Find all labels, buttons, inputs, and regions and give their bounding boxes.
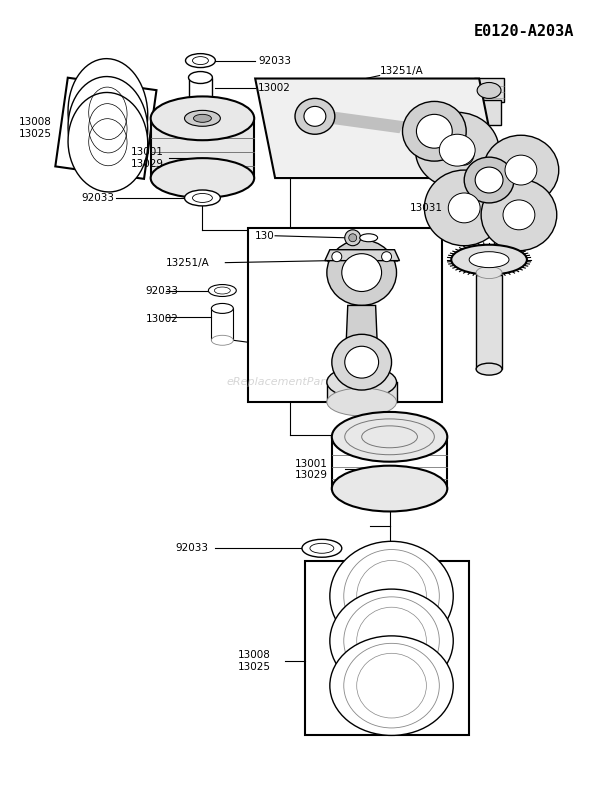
Ellipse shape xyxy=(476,363,502,375)
Text: E0120-A203A: E0120-A203A xyxy=(473,24,573,39)
Ellipse shape xyxy=(150,96,254,140)
Text: 92033: 92033 xyxy=(176,544,208,553)
Ellipse shape xyxy=(68,59,148,168)
Ellipse shape xyxy=(330,636,453,736)
Ellipse shape xyxy=(454,141,474,165)
Ellipse shape xyxy=(505,155,537,185)
Ellipse shape xyxy=(192,194,212,202)
Ellipse shape xyxy=(185,190,220,206)
Ellipse shape xyxy=(150,158,254,198)
Ellipse shape xyxy=(345,346,379,378)
Ellipse shape xyxy=(357,654,427,718)
Polygon shape xyxy=(346,305,378,352)
Ellipse shape xyxy=(188,109,212,121)
Ellipse shape xyxy=(415,112,499,188)
Bar xyxy=(476,275,502,369)
Polygon shape xyxy=(255,79,499,178)
Ellipse shape xyxy=(402,101,466,161)
Text: eReplacementParts.com: eReplacementParts.com xyxy=(227,377,363,387)
Ellipse shape xyxy=(349,234,357,241)
Ellipse shape xyxy=(304,106,326,126)
Circle shape xyxy=(332,252,342,261)
Ellipse shape xyxy=(68,77,148,180)
Ellipse shape xyxy=(330,541,453,651)
Ellipse shape xyxy=(185,53,215,68)
Ellipse shape xyxy=(295,98,335,134)
Ellipse shape xyxy=(208,285,236,296)
Text: 92033: 92033 xyxy=(258,56,291,65)
Ellipse shape xyxy=(469,252,509,268)
Ellipse shape xyxy=(327,240,396,305)
Circle shape xyxy=(345,230,360,245)
Ellipse shape xyxy=(330,589,453,693)
Ellipse shape xyxy=(344,597,440,685)
Ellipse shape xyxy=(185,110,220,126)
Bar xyxy=(211,308,233,340)
Bar xyxy=(150,118,254,178)
Bar xyxy=(305,561,469,736)
Ellipse shape xyxy=(424,170,504,245)
Ellipse shape xyxy=(476,267,502,279)
Ellipse shape xyxy=(302,540,342,557)
Bar xyxy=(327,382,396,402)
Ellipse shape xyxy=(194,114,211,122)
Ellipse shape xyxy=(503,200,535,230)
Ellipse shape xyxy=(342,253,382,292)
Ellipse shape xyxy=(211,304,233,313)
Text: 13251/A: 13251/A xyxy=(379,65,424,76)
Text: 92033: 92033 xyxy=(81,193,114,203)
Text: 13251/A: 13251/A xyxy=(166,257,209,268)
Text: 13001
13029: 13001 13029 xyxy=(131,147,164,169)
Polygon shape xyxy=(325,249,399,261)
Ellipse shape xyxy=(440,134,475,166)
Ellipse shape xyxy=(214,287,230,294)
Bar xyxy=(477,100,501,125)
Text: 13002: 13002 xyxy=(258,84,291,93)
Ellipse shape xyxy=(332,465,447,512)
Text: 130: 130 xyxy=(255,231,275,241)
Ellipse shape xyxy=(68,92,148,192)
Text: 13001
13029: 13001 13029 xyxy=(295,459,328,481)
Polygon shape xyxy=(55,77,156,179)
Ellipse shape xyxy=(211,336,233,345)
Ellipse shape xyxy=(332,412,447,461)
Text: 13008
13025: 13008 13025 xyxy=(238,650,271,672)
Ellipse shape xyxy=(344,550,440,642)
Text: 13002: 13002 xyxy=(146,314,179,324)
Bar xyxy=(188,77,212,116)
Ellipse shape xyxy=(357,607,427,674)
Text: 13031: 13031 xyxy=(409,203,442,213)
Ellipse shape xyxy=(188,72,212,84)
Polygon shape xyxy=(320,110,405,133)
Text: 130: 130 xyxy=(444,171,464,181)
Ellipse shape xyxy=(451,245,527,275)
Bar xyxy=(474,77,504,102)
Ellipse shape xyxy=(344,643,440,728)
Ellipse shape xyxy=(192,57,208,65)
Text: 92033: 92033 xyxy=(146,285,179,296)
Ellipse shape xyxy=(332,334,392,390)
Ellipse shape xyxy=(357,560,427,632)
Text: 13008
13025: 13008 13025 xyxy=(19,117,53,139)
Ellipse shape xyxy=(464,157,514,203)
Ellipse shape xyxy=(360,234,378,241)
Ellipse shape xyxy=(483,135,559,205)
Circle shape xyxy=(382,252,392,261)
Ellipse shape xyxy=(310,544,334,553)
Ellipse shape xyxy=(477,83,501,98)
Ellipse shape xyxy=(417,114,453,148)
Bar xyxy=(248,228,442,402)
Ellipse shape xyxy=(475,167,503,193)
Ellipse shape xyxy=(327,366,396,398)
Ellipse shape xyxy=(448,193,480,223)
Ellipse shape xyxy=(481,179,557,251)
Ellipse shape xyxy=(327,388,396,416)
